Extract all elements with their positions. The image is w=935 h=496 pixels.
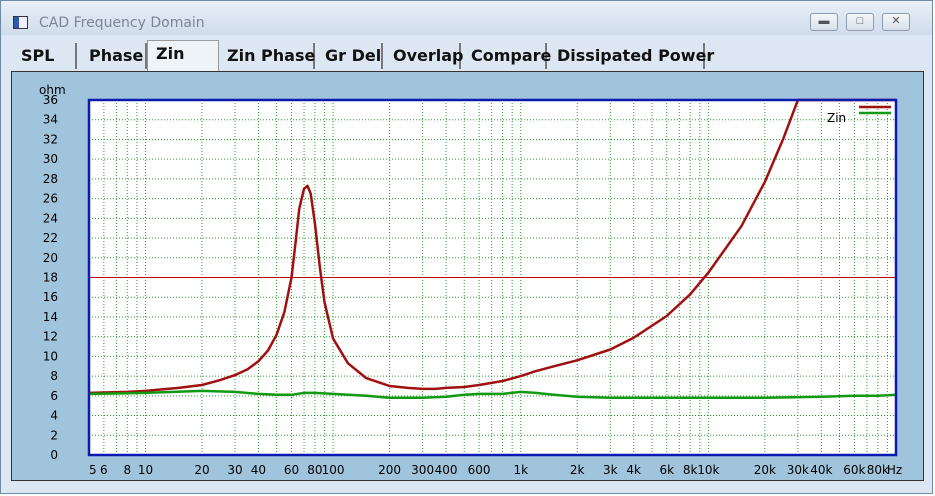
x-tick-label: 5 bbox=[89, 463, 97, 477]
x-tick-label: 6k bbox=[659, 463, 674, 477]
tab-phase[interactable]: Phase bbox=[81, 43, 147, 69]
y-tick-label: 24 bbox=[43, 211, 58, 225]
close-button[interactable]: ✕ bbox=[882, 13, 910, 31]
series-line-1 bbox=[88, 98, 896, 395]
legend: Zin bbox=[827, 105, 891, 125]
x-tick-label: 60 bbox=[284, 463, 299, 477]
x-tick-label: 400 bbox=[435, 463, 458, 477]
x-tick-label: 1k bbox=[513, 463, 528, 477]
y-tick-label: 10 bbox=[43, 349, 58, 363]
y-tick-label: 16 bbox=[43, 290, 58, 304]
plot-border bbox=[87, 98, 898, 457]
y-tick-label: 34 bbox=[43, 113, 58, 127]
y-tick-label: 8 bbox=[50, 369, 58, 383]
y-tick-label: 4 bbox=[50, 409, 58, 423]
x-tick-label: 30 bbox=[227, 463, 242, 477]
x-tick-label: 20k bbox=[754, 463, 776, 477]
x-tick-label: 200 bbox=[378, 463, 401, 477]
x-tick-label: 40 bbox=[251, 463, 266, 477]
x-tick-label: 600 bbox=[468, 463, 491, 477]
y-tick-label: 32 bbox=[43, 132, 58, 146]
legend-label: Zin bbox=[827, 111, 846, 125]
series-group bbox=[88, 98, 897, 400]
x-tick-label: 8k bbox=[683, 463, 698, 477]
tab-dissipated-power[interactable]: Dissipated Power bbox=[549, 43, 714, 69]
y-tick-label: 36 bbox=[43, 93, 58, 107]
x-tick-label: 60k bbox=[843, 463, 865, 477]
title-bar[interactable]: CAD Frequency Domain ▬ □ ✕ bbox=[1, 1, 932, 35]
window-title: CAD Frequency Domain bbox=[39, 15, 205, 31]
x-tick-label: 4k bbox=[626, 463, 641, 477]
tab-compare[interactable]: Compare bbox=[463, 43, 551, 69]
app-icon bbox=[13, 16, 28, 29]
y-tick-label: 26 bbox=[43, 192, 58, 206]
y-tick-label: 22 bbox=[43, 231, 58, 245]
minimize-icon: ▬ bbox=[818, 15, 830, 27]
tab-gr-del[interactable]: Gr Del bbox=[317, 43, 383, 69]
y-tick-label: 6 bbox=[50, 389, 58, 403]
y-tick-label: 30 bbox=[43, 152, 58, 166]
x-tick-label: 300 bbox=[411, 463, 434, 477]
x-tick-label: 2k bbox=[570, 463, 585, 477]
maximize-button[interactable]: □ bbox=[846, 13, 874, 31]
x-tick-label: 6 bbox=[100, 463, 108, 477]
close-icon: ✕ bbox=[891, 15, 901, 27]
minimize-button[interactable]: ▬ bbox=[810, 13, 838, 31]
y-tick-label: 18 bbox=[43, 271, 58, 285]
x-tick-label: 20 bbox=[194, 463, 209, 477]
tab-overlap[interactable]: Overlap bbox=[385, 43, 464, 69]
x-axis-unit: Hz bbox=[887, 463, 902, 477]
x-tick-label: 10k bbox=[697, 463, 719, 477]
y-tick-label: 0 bbox=[50, 448, 58, 462]
series-line-2 bbox=[88, 389, 897, 400]
x-tick-label: 10 bbox=[138, 463, 153, 477]
y-tick-label: 12 bbox=[43, 330, 58, 344]
x-tick-label: 100 bbox=[322, 463, 345, 477]
x-tick-label: 40k bbox=[810, 463, 832, 477]
tab-spl[interactable]: SPL bbox=[13, 43, 77, 69]
x-tick-label: 3k bbox=[603, 463, 618, 477]
maximize-icon: □ bbox=[856, 15, 864, 27]
y-tick-label: 28 bbox=[43, 172, 58, 186]
y-axis-unit: ohm bbox=[39, 83, 66, 97]
x-tick-label: 80k bbox=[867, 463, 889, 477]
x-tick-label: 30k bbox=[787, 463, 809, 477]
x-axis-ticks: 5 6 8 10 20 30 40 60 80 100 200 300 400 600 1k 2k 3k 4k 6k… bbox=[89, 463, 902, 477]
tab-zin-phase[interactable]: Zin Phase bbox=[219, 43, 315, 69]
tab-strip: SPL Phase Zin Zin Phase Gr Del Overlap C… bbox=[11, 40, 922, 73]
x-tick-label: 80 bbox=[307, 463, 322, 477]
tab-zin[interactable]: Zin bbox=[147, 40, 219, 71]
y-tick-label: 14 bbox=[43, 310, 58, 324]
y-tick-label: 2 bbox=[50, 428, 58, 442]
x-tick-label: 8 bbox=[123, 463, 131, 477]
y-tick-label: 20 bbox=[43, 251, 58, 265]
